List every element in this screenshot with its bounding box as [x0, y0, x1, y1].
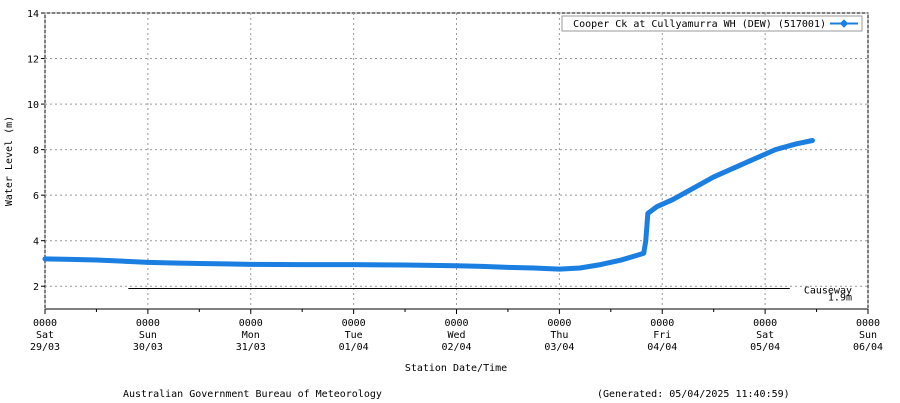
x-tick-label: 0000 — [342, 318, 366, 329]
x-tick-label: 01/04 — [339, 342, 369, 353]
x-tick-label: 31/03 — [236, 342, 266, 353]
x-tick-label: 02/04 — [441, 342, 471, 353]
y-tick-label: 6 — [33, 191, 39, 202]
legend-box — [561, 15, 863, 32]
y-axis-label: Water Level (m) — [4, 116, 15, 206]
x-tick-label: Thu — [550, 330, 568, 341]
x-tick-label: Mon — [242, 330, 260, 341]
legend-label: Cooper Ck at Cullyamurra WH (DEW) (51700… — [573, 19, 826, 30]
x-tick-label: 29/03 — [30, 342, 60, 353]
x-tick-label: 0000 — [33, 318, 57, 329]
y-tick-label: 4 — [33, 237, 39, 248]
y-tick-label: 2 — [33, 282, 39, 293]
x-tick-label: Tue — [345, 330, 363, 341]
x-tick-label: Sat — [36, 330, 54, 341]
footer-right: (Generated: 05/04/2025 11:40:59) — [597, 389, 790, 400]
x-axis-label: Station Date/Time — [405, 363, 507, 374]
x-tick-label: 05/04 — [750, 342, 780, 353]
y-tick-label: 12 — [27, 55, 39, 66]
x-tick-label: 0000 — [650, 318, 674, 329]
y-tick-label: 10 — [27, 100, 39, 111]
x-tick-label: 0000 — [444, 318, 468, 329]
x-tick-label: 0000 — [239, 318, 263, 329]
y-tick-label: 14 — [27, 9, 39, 20]
x-tick-label: Wed — [447, 330, 465, 341]
x-tick-label: Sun — [139, 330, 157, 341]
x-tick-label: 0000 — [136, 318, 160, 329]
x-tick-label: Sun — [859, 330, 877, 341]
reference-label: 1.9m — [828, 293, 852, 304]
x-tick-label: 30/03 — [133, 342, 163, 353]
x-tick-label: 03/04 — [544, 342, 574, 353]
x-tick-label: 0000 — [753, 318, 777, 329]
y-tick-label: 8 — [33, 146, 39, 157]
footer-left: Australian Government Bureau of Meteorol… — [123, 389, 382, 400]
x-tick-label: 04/04 — [647, 342, 677, 353]
x-tick-label: Sat — [756, 330, 774, 341]
reference-name: Causeway — [804, 286, 852, 297]
x-tick-label: Fri — [653, 330, 671, 341]
x-tick-label: 0000 — [856, 318, 880, 329]
data-line — [42, 138, 815, 272]
x-tick-label: 0000 — [547, 318, 571, 329]
x-tick-label: 06/04 — [853, 342, 883, 353]
